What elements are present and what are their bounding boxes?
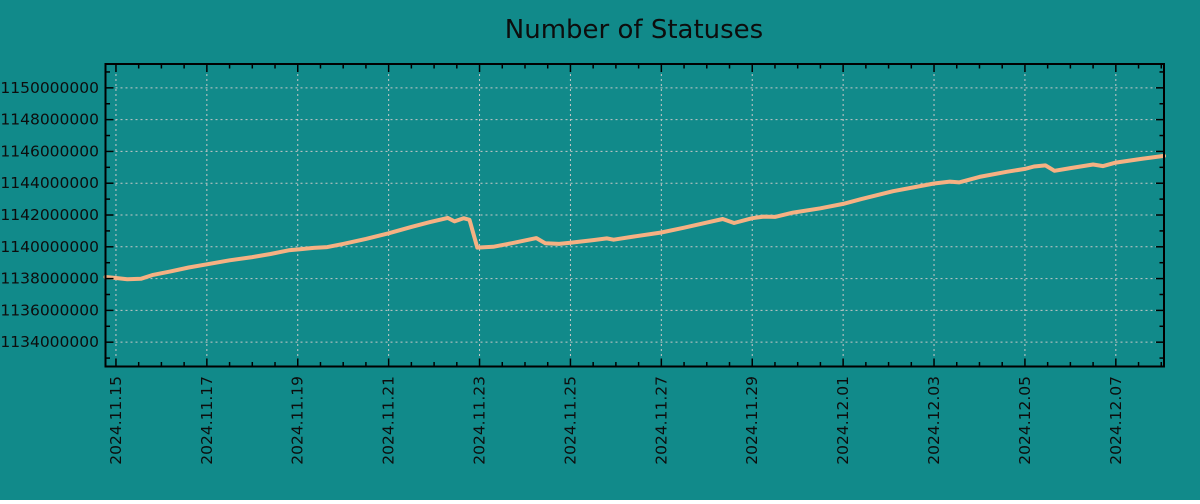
x-axis-tick-label: 2024.11.29 [743,376,761,465]
y-axis-tick-label: 1148000000 [0,111,99,129]
x-axis-tick-label: 2024.12.07 [1107,376,1125,465]
x-axis-tick-label: 2024.11.17 [198,376,216,465]
chart-title: Number of Statuses [505,15,763,45]
y-axis-tick-label: 1136000000 [0,301,99,319]
axes-and-ticks [104,63,1165,368]
x-axis-tick-label: 2024.12.05 [1016,376,1034,465]
y-axis-tick-label: 1138000000 [0,270,99,288]
gridlines [105,64,1164,367]
y-axis-tick-label: 1146000000 [0,142,99,160]
x-axis-tick-label: 2024.12.01 [834,376,852,465]
x-axis-tick-label: 2024.11.23 [471,376,489,465]
y-axis-tick-label: 1134000000 [0,333,99,351]
y-axis-tick-label: 1142000000 [0,206,99,224]
x-axis-tick-label: 2024.11.15 [107,376,125,465]
statuses-line-series [103,153,1166,282]
x-axis-tick-label: 2024.11.27 [652,376,670,465]
y-axis-tick-label: 1144000000 [0,174,99,192]
x-axis-tick-label: 2024.11.25 [561,376,579,465]
data-series [103,153,1166,282]
y-axis-tick-label: 1150000000 [0,79,99,97]
x-axis-tick-label: 2024.12.03 [925,376,943,465]
y-axis-tick-label: 1140000000 [0,238,99,256]
x-axis-tick-label: 2024.11.19 [289,376,307,465]
tick-labels: 1134000000 1136000000 1138000000 1140000000… [0,79,1124,465]
x-axis-tick-label: 2024.11.21 [380,376,398,465]
